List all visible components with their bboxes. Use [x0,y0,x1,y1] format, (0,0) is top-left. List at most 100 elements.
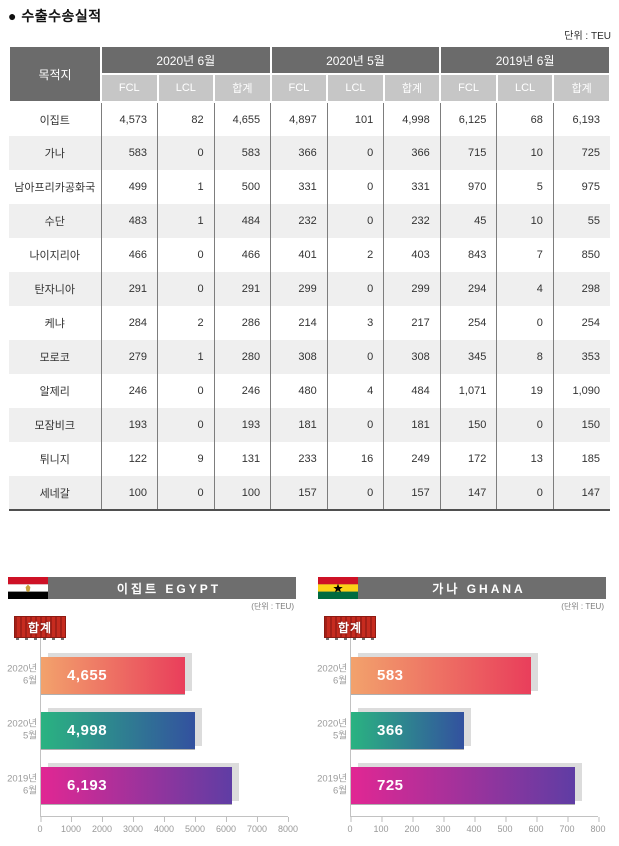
table-row: 케냐 284 2 286 214 3 217 254 0 254 [9,306,610,340]
bar-2020-05: 4,998 [41,712,196,750]
total-legend-badge: 합계 [14,616,66,640]
destination-cell: 튀니지 [39,454,70,466]
value-cell: 291 [213,272,271,306]
value-cell: 4,573 [100,102,158,136]
bar-2020-06: 583 [351,657,531,695]
axis-tick-label: 5000 [184,817,206,834]
value-cell: 4,655 [213,102,271,136]
value-cell: 279 [100,340,158,374]
chart-unit-label: (단위 : TEU) [251,602,294,611]
value-cell: 19 [496,374,554,408]
axis-tick-label: 8000 [277,817,299,834]
destination-cell: 모로코 [9,340,101,374]
x-axis: 0 1000 2000 3000 4000 5000 6000 7000 800… [37,817,298,839]
value-cell: 6,125 [439,102,497,136]
export-table: 목적지 2020년 6월 2020년 5월 2019년 6월 FCL LCL 합… [8,45,611,511]
value-cell: 0 [496,306,554,340]
charts-section: 이집트 EGYPT (단위 : TEU) 합계 2020년 6월 4,655 [7,577,611,839]
destination-cell: 모잠비크 [9,408,101,442]
value-cell: 185 [552,442,610,476]
col-header-total: 합계 [382,73,442,103]
value-cell: 181 [270,408,328,442]
value-cell: 843 [439,238,497,272]
table-row: 알제리 246 0 246 480 4 484 1,071 19 1,090 [9,374,610,408]
legend-label: 합계 [27,620,53,635]
value-cell: 193 [100,408,158,442]
axis-tick-label: 0 [347,817,353,834]
legend-connector-line [350,638,351,652]
bar-plot: 2020년 6월 4,655 2020년 5월 4,998 [7,652,288,817]
bar-value-label: 583 [377,667,404,684]
value-cell: 0 [326,340,384,374]
value-cell: 254 [439,306,497,340]
chart-titlebar: 가나 GHANA [318,577,606,599]
bar-row: 2019년 6월 6,193 [7,767,288,805]
bar-2019-06: 725 [351,767,575,805]
value-cell: 1,071 [439,374,497,408]
category-label: 2019년 6월 [317,773,347,797]
value-cell: 131 [213,442,271,476]
bar-row: 2020년 5월 4,998 [7,712,288,750]
value-cell: 147 [439,476,497,511]
axis-tick-label: 1000 [60,817,82,834]
table-row: 튀니지 122 9 131 233 16 249 172 13 185 [9,442,610,476]
col-header-fcl: FCL [439,73,498,103]
destination-cell: 알제리 [39,386,70,398]
bar-2019-06: 6,193 [41,767,233,805]
axis-tick-label: 100 [373,817,389,834]
bar-2020-05: 366 [351,712,464,750]
value-cell: 82 [157,102,215,136]
value-cell: 0 [157,136,215,170]
value-cell: 8 [496,340,554,374]
table-row: 나이지리아 466 0 466 401 2 403 843 7 850 [9,238,610,272]
value-cell: 500 [213,170,271,204]
value-cell: 16 [326,442,384,476]
value-cell: 284 [100,306,158,340]
col-group-2020-05: 2020년 5월 [269,45,442,75]
bar-2020-06: 4,655 [41,657,185,695]
value-cell: 181 [383,408,441,442]
value-cell: 345 [439,340,497,374]
value-cell: 499 [100,170,158,204]
value-cell: 975 [552,170,610,204]
value-cell: 193 [213,408,271,442]
value-cell: 13 [496,442,554,476]
col-group-2020-06: 2020년 6월 [100,45,272,75]
value-cell: 45 [439,204,497,238]
value-cell: 0 [326,408,384,442]
value-cell: 233 [270,442,328,476]
value-cell: 100 [100,476,158,511]
destination-cell: 나이지리아 [29,250,81,262]
value-cell: 150 [552,408,610,442]
bar-plot: 2020년 6월 583 2020년 5월 366 2019 [317,652,598,817]
value-cell: 246 [100,374,158,408]
value-cell: 401 [270,238,328,272]
value-cell: 366 [270,136,328,170]
value-cell: 466 [100,238,158,272]
bar-value-label: 6,193 [67,777,108,794]
col-header-fcl: FCL [100,73,159,103]
value-cell: 101 [326,102,384,136]
axis-tick-label: 7000 [246,817,268,834]
value-cell: 308 [383,340,441,374]
value-cell: 484 [383,374,441,408]
value-cell: 10 [496,204,554,238]
page-title: ● 수출수송실적 [8,8,102,24]
destination-cell: 탄자니아 [9,272,101,306]
chart-title: 이집트 EGYPT [116,581,222,596]
axis-tick-label: 200 [404,817,420,834]
axis-tick-label: 400 [466,817,482,834]
value-cell: 0 [157,374,215,408]
table-row: 모로코 279 1 280 308 0 308 345 8 353 [9,340,610,374]
bar-value-label: 4,998 [67,722,108,739]
axis-tick-label: 800 [590,817,606,834]
col-header-fcl: FCL [269,73,329,103]
col-header-destination: 목적지 [8,45,102,103]
value-cell: 254 [552,306,610,340]
value-cell: 0 [326,272,384,306]
value-cell: 246 [213,374,271,408]
value-cell: 7 [496,238,554,272]
axis-tick-label: 4000 [153,817,175,834]
value-cell: 1 [157,340,215,374]
